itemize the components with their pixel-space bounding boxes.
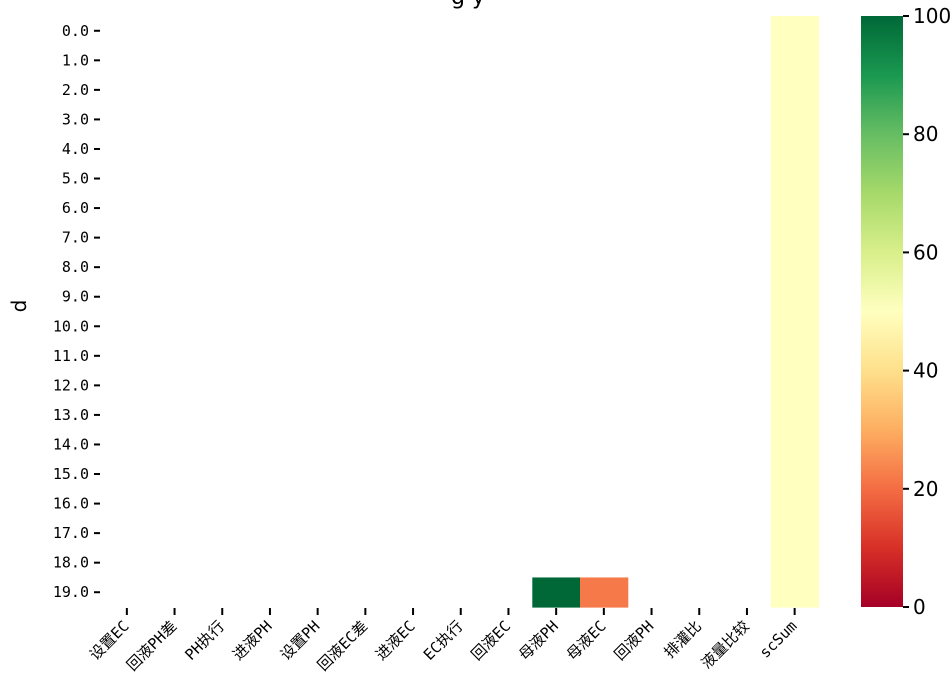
colorbar-tick-label: 40 — [913, 359, 938, 383]
heatmap-cell — [770, 459, 820, 490]
y-tick-label: 14.0 — [53, 435, 89, 453]
y-tick-label: 12.0 — [53, 376, 89, 394]
y-tick-label: 5.0 — [62, 170, 89, 188]
x-tick-label: EC执行 — [420, 617, 467, 664]
heatmap-cell — [770, 104, 820, 135]
heatmap-cell — [770, 547, 820, 579]
x-tick-label: 母液EC — [563, 617, 610, 664]
x-tick-label: 进液EC — [372, 617, 419, 664]
y-tick-label: 10.0 — [53, 317, 89, 335]
y-tick-label: 0.0 — [62, 22, 89, 40]
x-tick-label: 回液PH — [611, 617, 658, 664]
y-tick-label: 4.0 — [62, 140, 89, 158]
heatmap-cell — [770, 45, 820, 76]
heatmap-cell — [770, 577, 820, 608]
heatmap-cell — [770, 193, 820, 224]
heatmap-cell — [770, 400, 820, 431]
x-tick-label: scSum — [756, 617, 801, 662]
colorbar-tick-label: 100 — [913, 4, 951, 28]
colorbar — [861, 16, 903, 607]
x-tick-label: 母液PH — [515, 617, 562, 664]
heatmap-cell — [770, 281, 820, 313]
colorbar-ticks: 0 20 40 60 80 100 — [903, 4, 951, 619]
x-tick-label: 设置EC — [86, 617, 133, 664]
heatmap-cell — [770, 75, 820, 106]
heatmap-cell — [770, 429, 820, 460]
heatmap-cell — [770, 311, 820, 342]
heatmap-cell — [770, 163, 820, 194]
x-tick-label: 回液EC差 — [314, 617, 371, 674]
heatmap-cell — [770, 252, 820, 283]
heatmap-cell — [770, 134, 820, 165]
heatmap-cell — [770, 518, 820, 549]
y-tick-label: 19.0 — [53, 583, 89, 601]
y-tick-label: 17.0 — [53, 524, 89, 542]
y-tick-label: 15.0 — [53, 465, 89, 483]
y-tick-label: 7.0 — [62, 229, 89, 247]
colorbar-tick-label: 20 — [913, 477, 938, 501]
y-tick-label: 18.0 — [53, 554, 89, 572]
x-tick-label: PH执行 — [181, 617, 228, 664]
y-tick-label: 11.0 — [53, 347, 89, 365]
y-tick-label: 2.0 — [62, 81, 89, 99]
x-tick-label: 液量比较 — [698, 617, 753, 672]
y-tick-label: 8.0 — [62, 258, 89, 276]
colorbar-tick-label: 0 — [913, 595, 926, 619]
heatmap-cells — [532, 16, 820, 608]
x-tick-label: 回液EC — [468, 617, 515, 664]
x-tick-label: 设置PH — [277, 617, 324, 664]
heatmap-cell — [770, 488, 820, 519]
colorbar-tick-label: 60 — [913, 240, 938, 264]
heatmap-cell — [770, 370, 820, 401]
y-axis-label: d — [7, 300, 31, 313]
y-tick-label: 9.0 — [62, 288, 89, 306]
heatmap-cell — [580, 577, 629, 608]
x-tick-label: 进液PH — [229, 617, 276, 664]
y-tick-label: 16.0 — [53, 495, 89, 513]
x-tick-label: 排灌比 — [661, 617, 706, 662]
heatmap-cell — [532, 577, 581, 608]
heatmap-cell — [770, 16, 820, 47]
y-tick-label: 3.0 — [62, 110, 89, 128]
y-axis-ticks: 0.0 1.0 2.0 3.0 4.0 5.0 6.0 7.0 8.0 9.0 10.0 11.0 12… — [53, 22, 100, 601]
y-tick-label: 1.0 — [62, 51, 89, 69]
x-tick-label: 回液PH差 — [123, 617, 180, 674]
colorbar-tick-label: 80 — [913, 122, 938, 146]
chart-title: g y — [451, 0, 485, 10]
heatmap-cell — [770, 341, 820, 372]
heatmap-cell — [770, 222, 820, 253]
y-tick-label: 6.0 — [62, 199, 89, 217]
y-tick-label: 13.0 — [53, 406, 89, 424]
